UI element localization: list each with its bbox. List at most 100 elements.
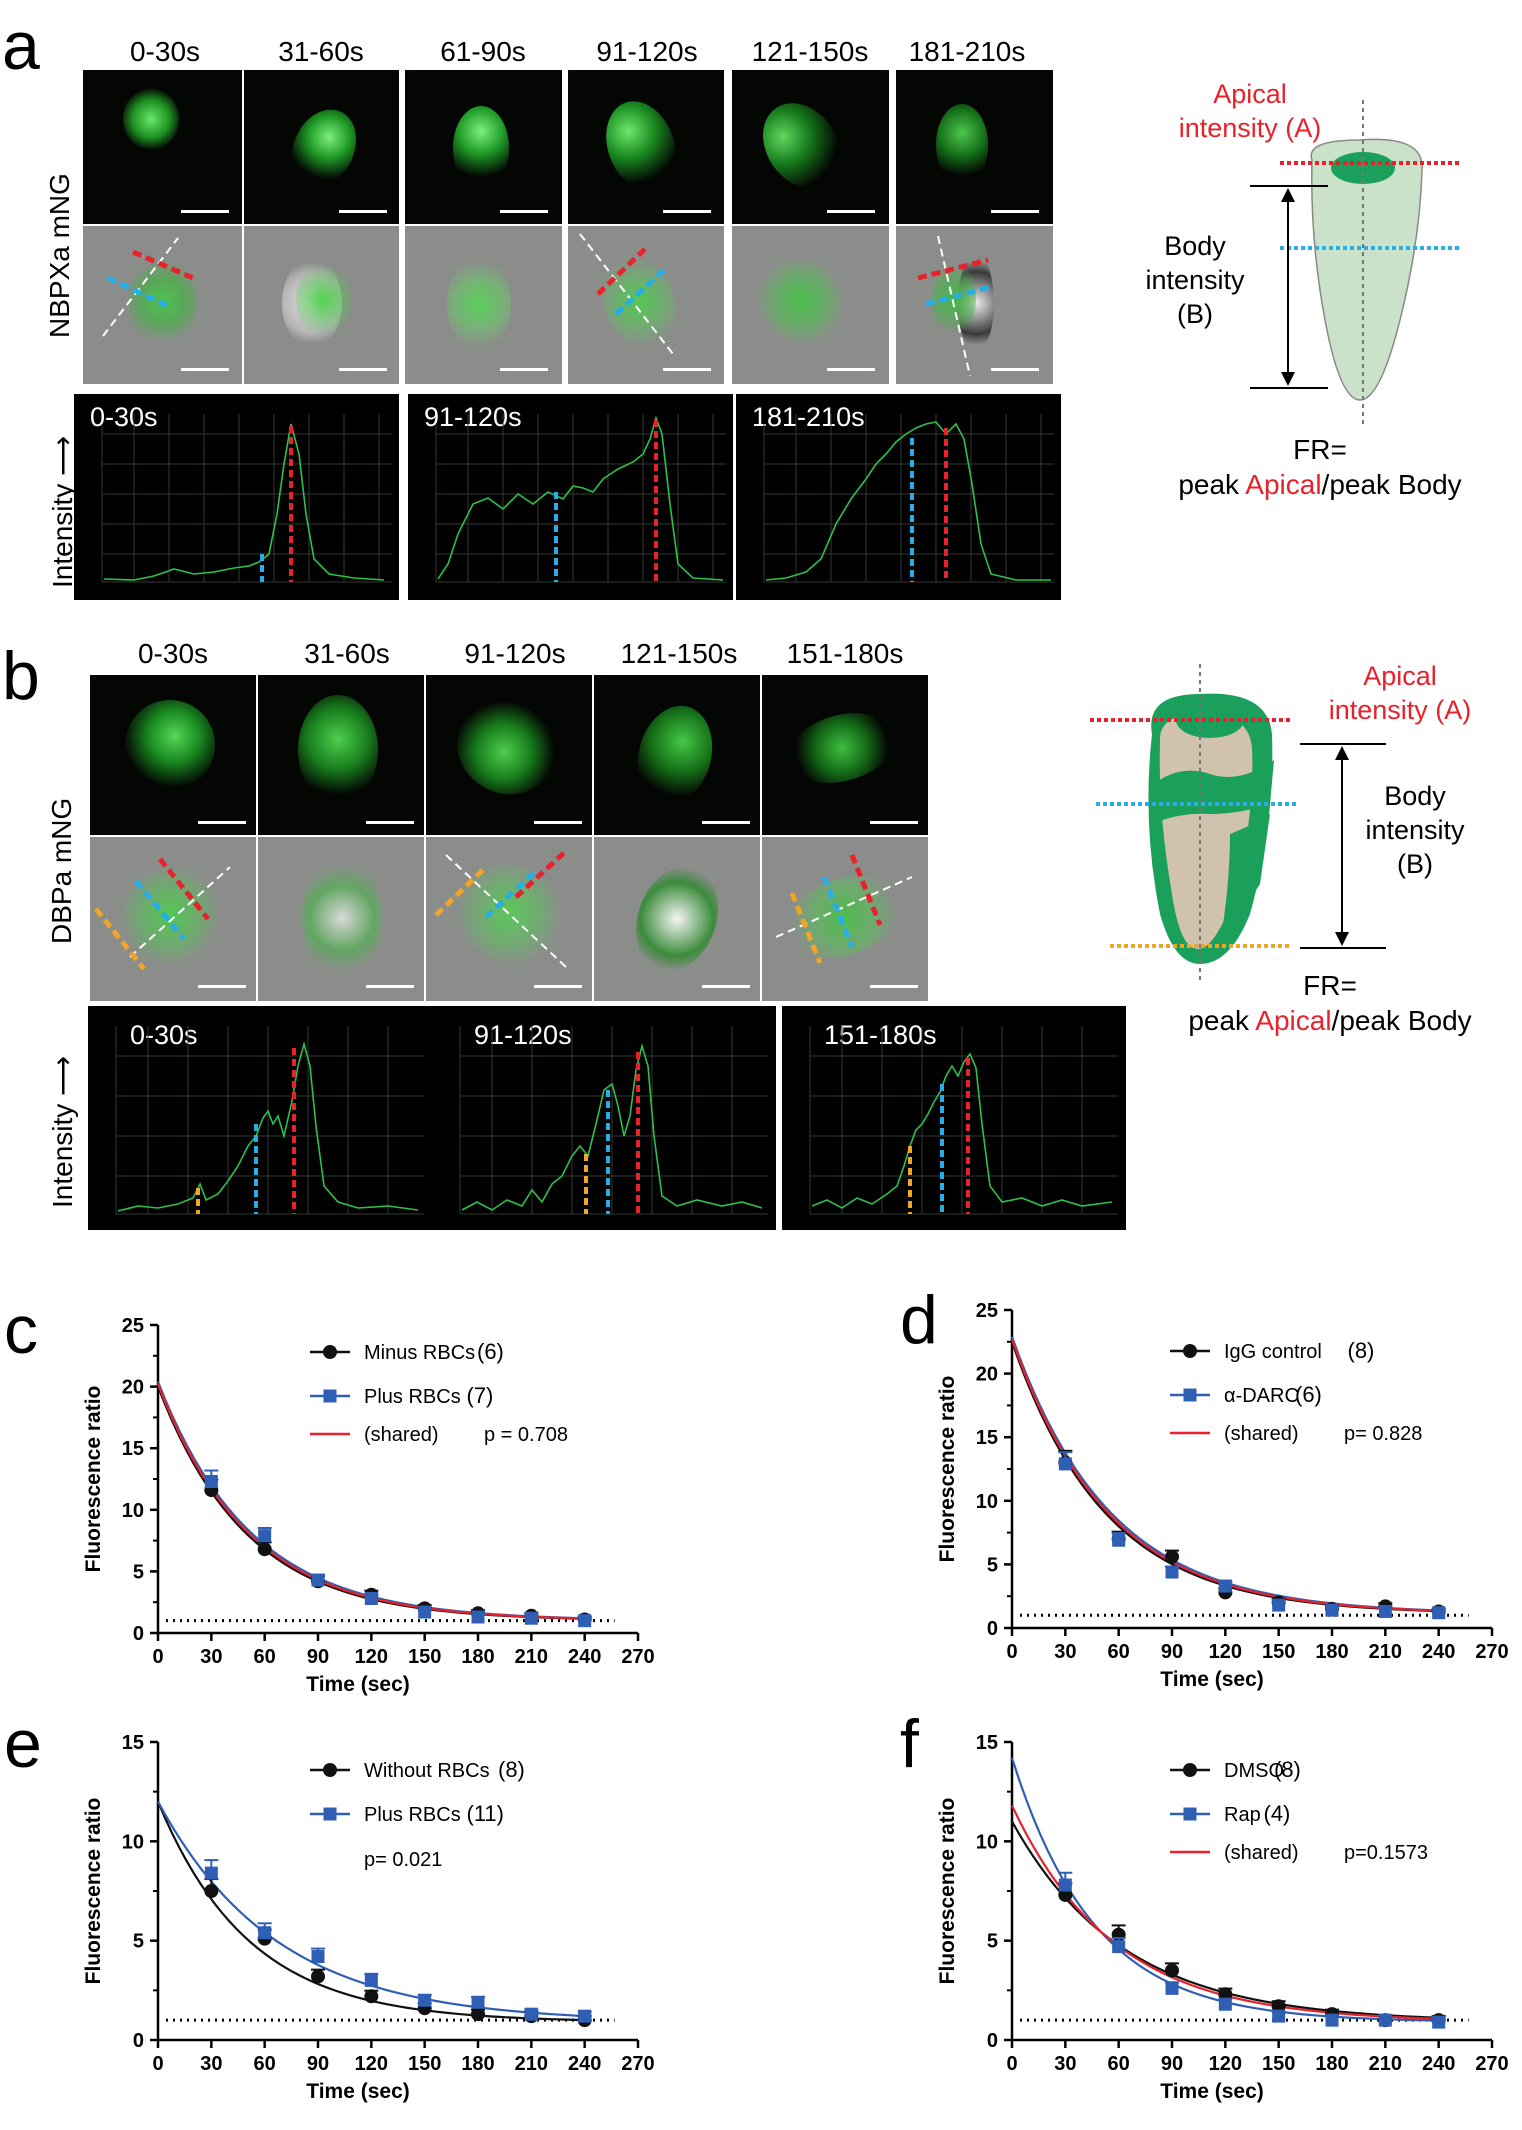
x-tick-label: 90 xyxy=(1161,1641,1183,1663)
x-tick-label: 120 xyxy=(355,2053,388,2075)
brightfield-image xyxy=(244,226,399,384)
data-point xyxy=(1432,1606,1446,1620)
x-tick-label: 120 xyxy=(1209,1641,1242,1663)
body-intensity-label: Body intensity (B) xyxy=(1145,231,1245,329)
data-point xyxy=(1218,1579,1232,1593)
data-point xyxy=(311,1573,325,1587)
brightfield-image xyxy=(896,226,1053,384)
x-tick-label: 90 xyxy=(1161,2053,1183,2075)
x-tick-label: 240 xyxy=(1422,2053,1455,2075)
micrograph xyxy=(732,70,889,224)
y-tick-label: 0 xyxy=(987,1618,998,1640)
y-tick-label: 5 xyxy=(133,1561,144,1583)
data-point xyxy=(471,2007,485,2022)
x-tick-label: 180 xyxy=(1315,1641,1348,1663)
micrograph xyxy=(896,70,1053,224)
x-tick-label: 270 xyxy=(621,1646,654,1668)
x-tick-label: 240 xyxy=(568,1646,601,1668)
time-label: 0-30s xyxy=(129,36,201,67)
micrograph xyxy=(568,70,724,224)
apical-intensity-label: Apical intensity (A) xyxy=(1178,79,1322,143)
data-point xyxy=(1112,1533,1126,1547)
body-intensity-label: Body intensity (B) xyxy=(1365,781,1465,879)
data-point xyxy=(524,2007,538,2021)
profile-title: 0-30s xyxy=(130,1020,198,1050)
legend-marker xyxy=(1183,1388,1197,1402)
y-tick-label: 15 xyxy=(122,1438,144,1460)
data-point xyxy=(364,1973,378,1987)
brightfield-image xyxy=(258,837,424,1001)
data-point xyxy=(1272,1598,1286,1612)
x-tick-label: 240 xyxy=(568,2053,601,2075)
micrograph xyxy=(83,70,242,224)
data-point xyxy=(471,1610,485,1624)
x-tick-label: 210 xyxy=(515,1646,548,1668)
x-tick-label: 60 xyxy=(254,1646,276,1668)
micrograph xyxy=(405,70,562,224)
intensity-profile: 91-120s xyxy=(408,394,733,600)
data-point xyxy=(311,1969,325,1984)
y-tick-label: 20 xyxy=(976,1364,998,1386)
data-point xyxy=(204,1866,218,1880)
fit-curve-blue xyxy=(1010,1757,1439,2022)
legend-marker xyxy=(323,1345,337,1359)
data-point xyxy=(364,1592,378,1606)
legend-n: (6) xyxy=(477,1339,504,1364)
y-tick-label: 5 xyxy=(987,1931,998,1953)
fit-curve-black xyxy=(156,1801,585,2022)
micrograph xyxy=(426,675,592,835)
intensity-label: Intensity xyxy=(47,1103,78,1208)
intensity-profile: 0-30s xyxy=(74,394,399,600)
data-point xyxy=(1272,2009,1286,2023)
legend-marker xyxy=(1183,1807,1197,1821)
fit-curve-blue xyxy=(156,1381,585,1620)
fit-curve-black xyxy=(1010,1341,1439,1613)
legend-label: Plus RBCs xyxy=(364,1804,461,1826)
y-tick-label: 15 xyxy=(976,1427,998,1449)
brightfield-image xyxy=(426,837,592,1001)
time-label: 0-30s xyxy=(137,638,209,669)
chart-c: 0 30 60 90 120 150 180 210 240 270 0 5 10 15 20 25 Time … xyxy=(82,1315,655,1696)
time-label: 91-120s xyxy=(464,638,566,669)
legend-marker xyxy=(323,1807,337,1821)
micrograph xyxy=(258,675,424,835)
brightfield-image xyxy=(568,226,724,384)
x-axis-label: Time (sec) xyxy=(1160,2080,1264,2103)
micrograph xyxy=(244,70,399,224)
profile-title: 91-120s xyxy=(424,402,522,432)
p-value: p = 0.708 xyxy=(484,1424,568,1446)
micrograph xyxy=(90,675,256,835)
y-tick-label: 20 xyxy=(122,1377,144,1399)
time-label: 31-60s xyxy=(278,36,364,67)
time-label: 31-60s xyxy=(304,638,390,669)
x-tick-label: 270 xyxy=(1475,2053,1508,2075)
time-label: 121-150s xyxy=(620,638,738,669)
x-tick-label: 90 xyxy=(307,1646,329,1668)
legend-label: Plus RBCs xyxy=(364,1386,461,1408)
data-point xyxy=(1058,1457,1072,1471)
brightfield-image xyxy=(405,226,562,384)
data-point xyxy=(1165,1549,1179,1564)
data-point xyxy=(1378,1604,1392,1618)
x-tick-label: 270 xyxy=(1475,1641,1508,1663)
y-tick-label: 5 xyxy=(133,1931,144,1953)
cell-schematic xyxy=(1250,100,1460,425)
brightfield-image xyxy=(90,837,256,1001)
y-axis-label: Fluorescence ratio xyxy=(82,1798,105,1985)
profile-title: 181-210s xyxy=(752,402,865,432)
panel-f-letter: f xyxy=(900,1706,919,1782)
legend-label: α-DARC xyxy=(1224,1385,1299,1407)
data-point xyxy=(364,1989,379,2004)
chart-f: 0 30 60 90 120 150 180 210 240 270 0 5 10 15 Time (sec… xyxy=(936,1732,1509,2103)
x-tick-label: 150 xyxy=(408,1646,441,1668)
legend-n: (8) xyxy=(498,1757,525,1782)
y-tick-label: 5 xyxy=(987,1554,998,1576)
x-axis-label: Time (sec) xyxy=(306,1673,410,1696)
y-axis-label: Fluorescence ratio xyxy=(936,1798,959,1985)
panel-a-letter: a xyxy=(2,8,40,84)
data-point xyxy=(258,1529,272,1543)
intensity-profile: 0-30s xyxy=(88,1006,432,1230)
data-point xyxy=(204,1474,218,1488)
legend-n: (4) xyxy=(1264,1801,1291,1826)
data-point xyxy=(1378,2013,1392,2027)
